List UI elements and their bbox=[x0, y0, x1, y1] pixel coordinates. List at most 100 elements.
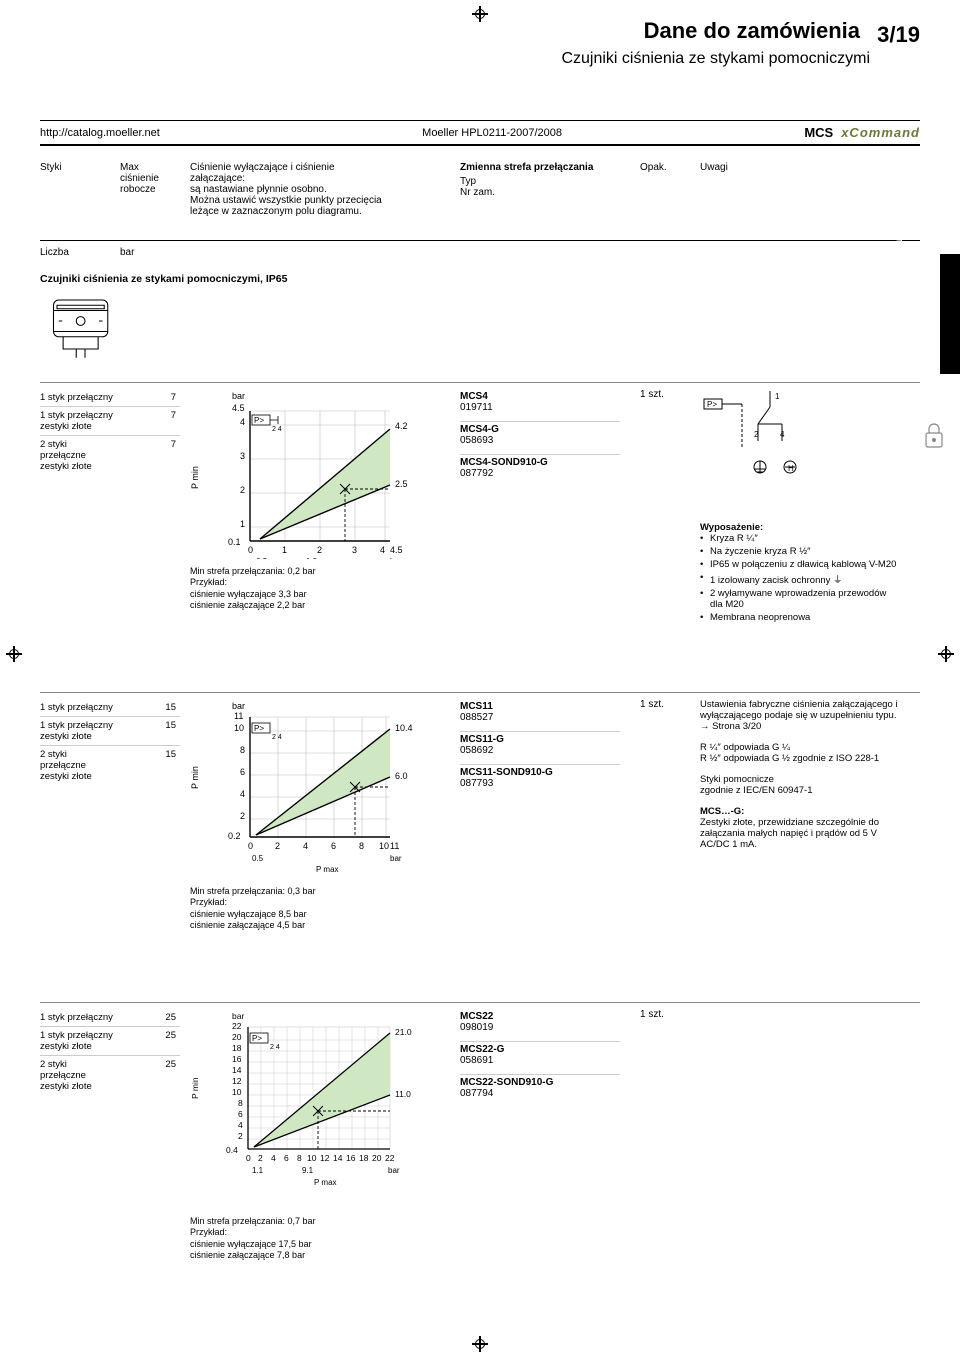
prod-name: MCS4 bbox=[460, 391, 488, 402]
qty: 25 bbox=[165, 1059, 176, 1070]
styk-row: 1 styk przełączny7 bbox=[40, 389, 180, 406]
svg-text:6: 6 bbox=[284, 1153, 289, 1163]
products: MCS11088527 MCS11-G058692 MCS11-SOND910-… bbox=[460, 699, 620, 797]
crop-mark-right bbox=[938, 646, 954, 662]
svg-text:1.1: 1.1 bbox=[252, 1166, 264, 1175]
svg-text:1.8: 1.8 bbox=[306, 557, 318, 559]
chart-mcs11: bar 11 10 8 6 4 2 0.2 P min bbox=[190, 699, 440, 931]
svg-text:0: 0 bbox=[248, 545, 253, 555]
liczba-label: Liczba bbox=[40, 247, 69, 258]
side-tab-text: Czujniki ciśnienia bbox=[891, 230, 905, 350]
svg-text:9.1: 9.1 bbox=[302, 1166, 314, 1175]
svg-text:P min: P min bbox=[190, 766, 200, 789]
svg-text:H: H bbox=[788, 464, 794, 473]
svg-text:bar: bar bbox=[232, 701, 245, 711]
styk-row: 1 styk przełączny zestyki złote 15 bbox=[40, 716, 180, 745]
chart-note: Min strefa przełączania: 0,2 bar Przykła… bbox=[190, 566, 440, 611]
svg-text:11: 11 bbox=[234, 711, 243, 721]
svg-text:12: 12 bbox=[320, 1153, 330, 1163]
svg-text:P>: P> bbox=[252, 1034, 262, 1043]
t: ciśnienie wyłączające 17,5 bar bbox=[190, 1239, 440, 1250]
svg-text:20: 20 bbox=[232, 1032, 242, 1042]
svg-text:2 4: 2 4 bbox=[270, 1044, 280, 1051]
svg-text:3: 3 bbox=[352, 545, 357, 555]
svg-text:P>: P> bbox=[254, 724, 264, 733]
t: 1 styk przełączny zestyki złote bbox=[40, 720, 113, 742]
svg-text:6: 6 bbox=[240, 767, 245, 777]
svg-text:0.5: 0.5 bbox=[252, 854, 264, 863]
t: Typ bbox=[460, 176, 476, 187]
svg-text:22: 22 bbox=[232, 1021, 242, 1031]
svg-text:4.5: 4.5 bbox=[390, 545, 403, 555]
svg-text:8: 8 bbox=[238, 1098, 243, 1108]
spec-item: Kryza R ¼″ bbox=[700, 533, 900, 544]
svg-text:P>: P> bbox=[707, 400, 717, 409]
t: 1 styk przełączny zestyki złote bbox=[40, 410, 113, 432]
svg-text:4: 4 bbox=[380, 545, 385, 555]
t: 2 styki przełączne zestyki złote bbox=[40, 439, 92, 472]
spec-item: Membrana neoprenowa bbox=[700, 612, 900, 623]
bar-label: bar bbox=[120, 247, 134, 258]
t: ciśnienie bbox=[120, 173, 159, 184]
styk-row: 2 styki przełączne zestyki złote25 bbox=[40, 1055, 180, 1095]
qty: 7 bbox=[171, 410, 176, 421]
svg-text:10: 10 bbox=[232, 1087, 242, 1097]
chart-mcs22: bar 22 20 18 16 14 12 10 8 6 4 2 0.4 P m… bbox=[190, 1009, 440, 1261]
t: 1 styk przełączny bbox=[40, 392, 113, 403]
svg-text:11: 11 bbox=[390, 841, 399, 851]
opak: 1 szt. bbox=[640, 1009, 664, 1020]
svg-text:16: 16 bbox=[232, 1054, 242, 1064]
qty: 15 bbox=[165, 720, 176, 731]
svg-text:2: 2 bbox=[317, 545, 322, 555]
col-styki: Styki bbox=[40, 162, 110, 173]
product-row: MCS4-SOND910-G087792 bbox=[460, 454, 620, 487]
page-number: 3/19 bbox=[877, 22, 920, 48]
qty: 25 bbox=[165, 1012, 176, 1023]
group-mcs22: 1 styk przełączny25 1 styk przełączny ze… bbox=[40, 1002, 920, 1312]
spec-item: Na życzenie kryza R ½″ bbox=[700, 546, 900, 557]
right-schematic-col: P> 1 2 4 H bbox=[700, 389, 900, 625]
right-notes: Ustawienia fabryczne ciśnienia załączają… bbox=[700, 699, 900, 850]
spec-list: Kryza R ¼″ Na życzenie kryza R ½″ IP65 w… bbox=[700, 533, 900, 623]
svg-text:4.5: 4.5 bbox=[232, 403, 245, 413]
col-uwagi: Uwagi bbox=[700, 162, 760, 173]
t: Zestyki złote, przewidziane szczególnie … bbox=[700, 817, 879, 850]
note-para: Styki pomocnicze zgodnie z IEC/EN 60947-… bbox=[700, 774, 900, 796]
svg-text:P min: P min bbox=[190, 1077, 200, 1099]
chart-mcs4: bar 4.5 4 3 2 1 0.1 P min bbox=[190, 389, 440, 611]
svg-text:2 4: 2 4 bbox=[272, 734, 282, 741]
svg-text:3: 3 bbox=[240, 451, 245, 461]
prod-name: MCS22-G bbox=[460, 1044, 504, 1055]
svg-text:6: 6 bbox=[238, 1109, 243, 1119]
col-desc: Ciśnienie wyłączające i ciśnienie załącz… bbox=[190, 162, 410, 217]
styk-row: 1 styk przełączny zestyki złote25 bbox=[40, 1026, 180, 1055]
col-zmienna: Zmienna strefa przełączania bbox=[460, 162, 610, 173]
t: ciśnienie załączające 7,8 bar bbox=[190, 1250, 440, 1261]
svg-text:bar: bar bbox=[390, 557, 402, 559]
page-header: Dane do zamówienia 3/19 Czujniki ciśnien… bbox=[0, 0, 960, 110]
svg-text:bar: bar bbox=[388, 1166, 400, 1175]
t: Przykład: bbox=[190, 897, 440, 908]
t: Min strefa przełączania: 0,2 bar bbox=[190, 566, 440, 577]
svg-text:0.1: 0.1 bbox=[228, 537, 241, 547]
rule-heavy bbox=[40, 144, 920, 146]
svg-text:16: 16 bbox=[346, 1153, 356, 1163]
product-row: MCS4019711 bbox=[460, 389, 620, 421]
svg-text:6: 6 bbox=[331, 841, 336, 851]
t: Nr zam. bbox=[460, 187, 495, 198]
t: 1 styk przełączny zestyki złote bbox=[40, 1030, 113, 1052]
opak: 1 szt. bbox=[640, 699, 664, 710]
svg-text:14: 14 bbox=[333, 1153, 343, 1163]
svg-text:P>: P> bbox=[254, 416, 264, 425]
svg-text:10.4: 10.4 bbox=[395, 723, 413, 733]
product-row: MCS11-SOND910-G087793 bbox=[460, 764, 620, 797]
spec-item: 1 izolowany zacisk ochronny ⏚ bbox=[700, 572, 900, 586]
t: Przykład: bbox=[190, 1227, 440, 1238]
units-row: Liczba bar bbox=[40, 247, 920, 267]
svg-text:2: 2 bbox=[238, 1131, 243, 1141]
t: leżące w zaznaczonym polu diagramu. bbox=[190, 206, 362, 217]
t: ciśnienie wyłączające 8,5 bar bbox=[190, 909, 440, 920]
svg-text:4: 4 bbox=[238, 1120, 243, 1130]
qty: 15 bbox=[165, 749, 176, 760]
prod-code: 098019 bbox=[460, 1022, 493, 1033]
